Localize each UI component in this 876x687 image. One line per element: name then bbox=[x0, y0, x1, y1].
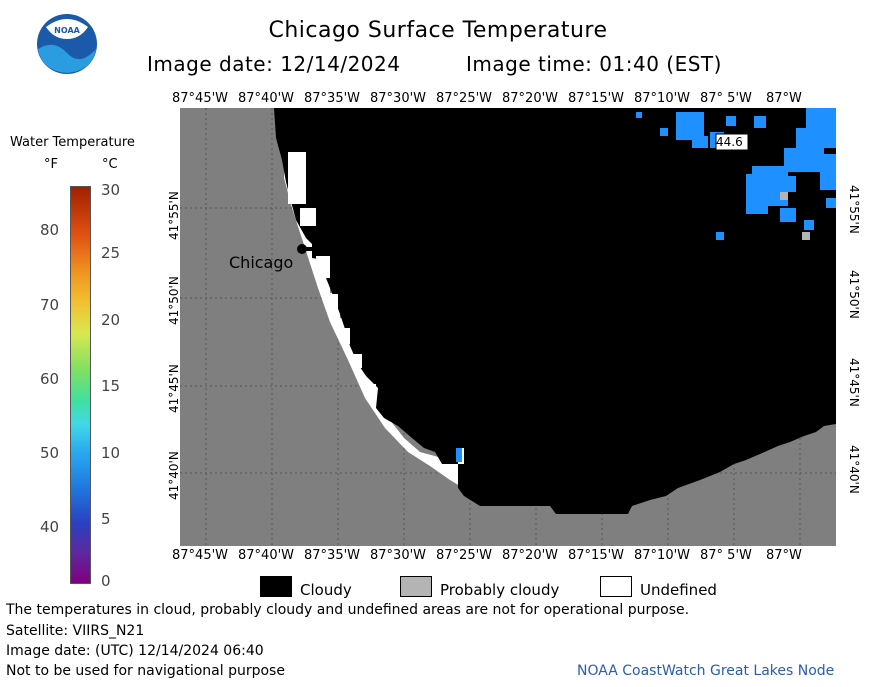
image-date: Image date: 12/14/2024 bbox=[147, 52, 401, 76]
lon-label-top-0: 87°45'W bbox=[172, 91, 229, 106]
lon-label-top-8: 87° 5'W bbox=[700, 91, 752, 106]
footer-disclaimer: The temperatures in cloud, probably clou… bbox=[6, 602, 690, 618]
f-tick-80: 80 bbox=[40, 221, 60, 239]
temp-annotation-box bbox=[715, 133, 749, 151]
lon-label-bottom-4: 87°25'W bbox=[436, 548, 493, 563]
lon-label-bottom-8: 87° 5'W bbox=[700, 548, 752, 563]
c-tick-25: 25 bbox=[101, 244, 121, 262]
sst-map bbox=[180, 108, 836, 546]
c-tick-10: 10 bbox=[101, 444, 121, 462]
lat-label-right-50: 41°50'N bbox=[847, 270, 861, 319]
lat-label-left-45: 41°45'N bbox=[167, 364, 181, 413]
footer-nav-warning: Not to be used for navigational purpose bbox=[6, 663, 285, 679]
lon-label-top-3: 87°30'W bbox=[370, 91, 427, 106]
lon-label-bottom-9: 87°W bbox=[766, 548, 802, 563]
image-time: Image time: 01:40 (EST) bbox=[466, 52, 722, 76]
f-tick-50: 50 bbox=[40, 444, 60, 462]
lon-label-top-5: 87°20'W bbox=[502, 91, 559, 106]
lon-label-bottom-7: 87°10'W bbox=[634, 548, 691, 563]
unit-fahrenheit: °F bbox=[44, 157, 58, 172]
lon-label-top-9: 87°W bbox=[766, 91, 802, 106]
c-tick-30: 30 bbox=[101, 181, 121, 199]
map-title: Chicago Surface Temperature bbox=[268, 18, 608, 43]
water-pixel-shore bbox=[456, 448, 462, 462]
cloud-area bbox=[274, 108, 836, 514]
probably-cloudy-pixel bbox=[780, 192, 788, 200]
legend-swatch-undefined bbox=[600, 576, 632, 597]
probably-cloudy-pixel bbox=[802, 232, 810, 240]
lon-label-top-6: 87°15'W bbox=[568, 91, 625, 106]
footer-utc-date: Image date: (UTC) 12/14/2024 06:40 bbox=[6, 643, 264, 659]
lon-label-bottom-2: 87°35'W bbox=[304, 548, 361, 563]
c-tick-5: 5 bbox=[101, 510, 111, 528]
lon-label-bottom-5: 87°20'W bbox=[502, 548, 559, 563]
temp-annotation: 44.6 bbox=[716, 135, 743, 149]
lon-label-bottom-1: 87°40'W bbox=[238, 548, 295, 563]
lon-label-top-2: 87°35'W bbox=[304, 91, 361, 106]
legend-swatch-probably-cloudy bbox=[400, 576, 432, 597]
f-tick-40: 40 bbox=[40, 518, 60, 536]
water-pixels bbox=[636, 108, 836, 240]
lat-label-right-40: 41°40'N bbox=[847, 445, 861, 494]
lat-label-left-50: 41°50'N bbox=[167, 276, 181, 325]
lon-label-top-7: 87°10'W bbox=[634, 91, 691, 106]
lat-label-left-55: 41°55'N bbox=[167, 191, 181, 240]
f-tick-60: 60 bbox=[40, 370, 60, 388]
c-tick-20: 20 bbox=[101, 311, 121, 329]
c-tick-15: 15 bbox=[101, 377, 121, 395]
unit-celsius: °C bbox=[102, 157, 118, 172]
c-tick-0: 0 bbox=[101, 572, 111, 590]
legend-label-cloudy: Cloudy bbox=[300, 581, 352, 599]
legend-label-undefined: Undefined bbox=[640, 581, 717, 599]
colorbar-title: Water Temperature bbox=[10, 135, 135, 150]
legend-swatch-cloudy bbox=[260, 576, 292, 597]
lat-label-right-55: 41°55'N bbox=[847, 185, 861, 234]
city-label-chicago: Chicago bbox=[229, 253, 294, 272]
lon-label-top-4: 87°25'W bbox=[436, 91, 493, 106]
lat-label-right-45: 41°45'N bbox=[847, 358, 861, 407]
footer-satellite: Satellite: VIIRS_N21 bbox=[6, 623, 145, 639]
lat-label-left-40: 41°40'N bbox=[167, 451, 181, 500]
legend-label-probably-cloudy: Probably cloudy bbox=[440, 581, 560, 599]
lon-label-top-1: 87°40'W bbox=[238, 91, 295, 106]
lon-label-bottom-3: 87°30'W bbox=[370, 548, 427, 563]
logo-text: NOAA bbox=[54, 26, 80, 35]
colorbar bbox=[70, 186, 91, 584]
noaa-logo: NOAA bbox=[37, 14, 97, 74]
f-tick-70: 70 bbox=[40, 296, 60, 314]
lon-label-bottom-0: 87°45'W bbox=[172, 548, 229, 563]
footer-credit: NOAA CoastWatch Great Lakes Node bbox=[577, 663, 835, 679]
lon-label-bottom-6: 87°15'W bbox=[568, 548, 625, 563]
